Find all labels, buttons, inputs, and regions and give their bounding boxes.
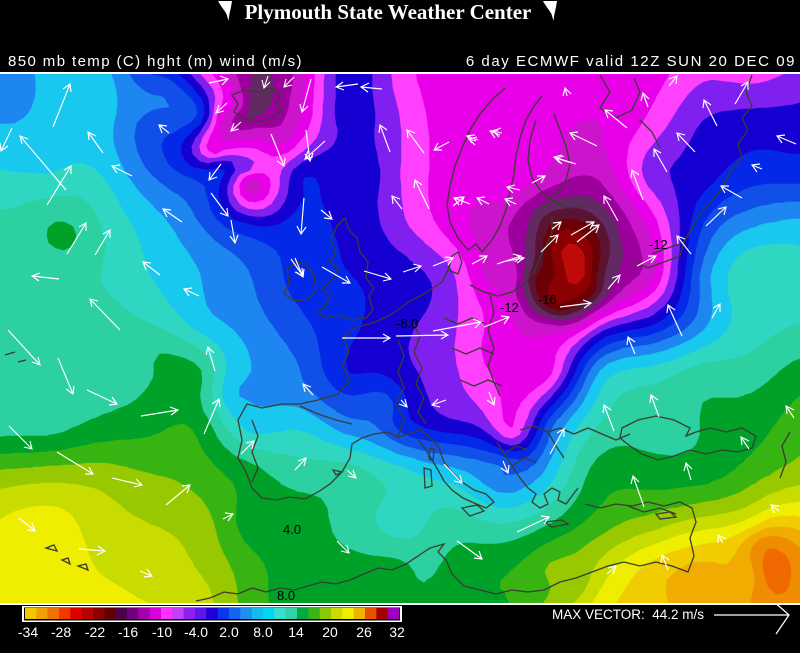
svg-text:4.0: 4.0 <box>283 522 301 537</box>
svg-text:-12: -12 <box>649 237 668 252</box>
svg-text:-16: -16 <box>538 292 557 307</box>
svg-text:-12: -12 <box>500 300 519 315</box>
svg-text:8.0: 8.0 <box>277 588 295 603</box>
svg-text:-8.0: -8.0 <box>396 316 418 331</box>
